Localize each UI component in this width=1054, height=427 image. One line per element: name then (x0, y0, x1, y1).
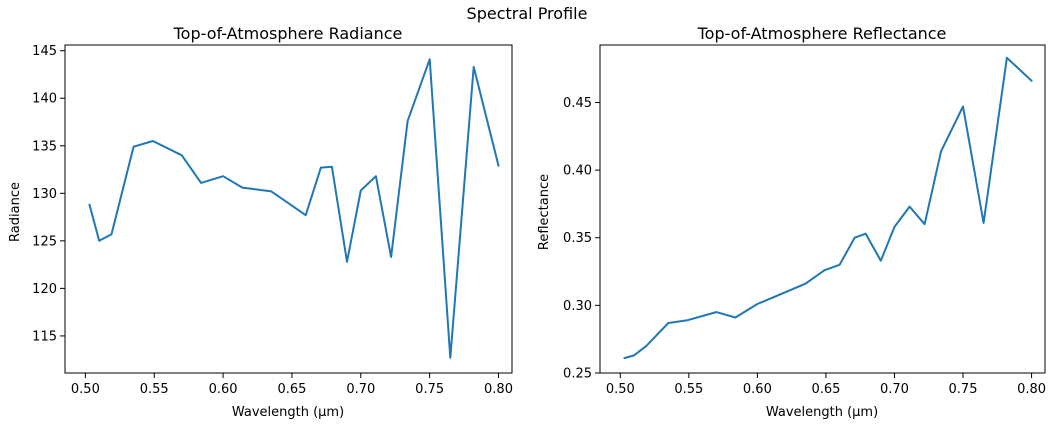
reflectance-y-axis-label: Reflectance (537, 174, 552, 250)
reflectance-x-tick-label: 0.50 (606, 382, 635, 397)
reflectance-chart-title: Top-of-Atmosphere Reflectance (697, 24, 947, 43)
radiance-y-tick-label: 140 (32, 92, 57, 107)
radiance-chart-title: Top-of-Atmosphere Radiance (173, 24, 403, 43)
reflectance-x-tick-label: 0.80 (1017, 382, 1046, 397)
reflectance-plot-area: 0.50 0.55 0.60 0.65 0.70 0.75 0.80 0.25 0.30 0.35… (563, 44, 1046, 397)
radiance-x-axis-label: Wavelength (μm) (232, 405, 344, 420)
radiance-chart: Top-of-Atmosphere Radiance 0.50 0.55 0.60 0… (8, 24, 513, 420)
reflectance-x-tick-label: 0.60 (743, 382, 772, 397)
reflectance-y-tick-label: 0.35 (563, 231, 592, 246)
radiance-y-tick-label: 115 (32, 329, 57, 344)
reflectance-y-tick-label: 0.40 (563, 164, 592, 179)
radiance-x-tick-label: 0.60 (209, 382, 238, 397)
radiance-x-tick-label: 0.55 (140, 382, 169, 397)
radiance-x-tick-label: 0.70 (346, 382, 375, 397)
reflectance-x-tick-label: 0.75 (949, 382, 978, 397)
radiance-x-tick-label: 0.75 (415, 382, 444, 397)
reflectance-y-tick-label: 0.30 (563, 299, 592, 314)
reflectance-chart: Top-of-Atmosphere Reflectance 0.50 0.55 0.… (537, 24, 1046, 420)
reflectance-x-tick-label: 0.65 (811, 382, 840, 397)
radiance-x-tick-label: 0.65 (277, 382, 306, 397)
reflectance-series-line (623, 56, 1033, 360)
radiance-series-line (88, 58, 500, 359)
radiance-y-tick-label: 135 (32, 139, 57, 154)
radiance-x-tick-label: 0.80 (484, 382, 513, 397)
radiance-plot-area: 0.50 0.55 0.60 0.65 0.70 0.75 0.80 115 120 125 130… (32, 44, 513, 397)
radiance-y-axis-label: Radiance (8, 182, 23, 242)
reflectance-y-tick-label: 0.45 (563, 96, 592, 111)
reflectance-x-tick-label: 0.55 (674, 382, 703, 397)
reflectance-x-tick-label: 0.70 (880, 382, 909, 397)
reflectance-x-axis-label: Wavelength (μm) (766, 405, 878, 420)
radiance-x-tick-label: 0.50 (71, 382, 100, 397)
figure-suptitle: Spectral Profile (467, 4, 588, 23)
reflectance-axes-frame (599, 44, 1046, 374)
radiance-axes-frame (64, 44, 513, 374)
radiance-y-tick-label: 130 (32, 187, 57, 202)
reflectance-y-tick-label: 0.25 (563, 367, 592, 382)
radiance-y-tick-label: 125 (32, 234, 57, 249)
radiance-y-tick-label: 120 (32, 282, 57, 297)
radiance-y-tick-label: 145 (32, 44, 57, 59)
